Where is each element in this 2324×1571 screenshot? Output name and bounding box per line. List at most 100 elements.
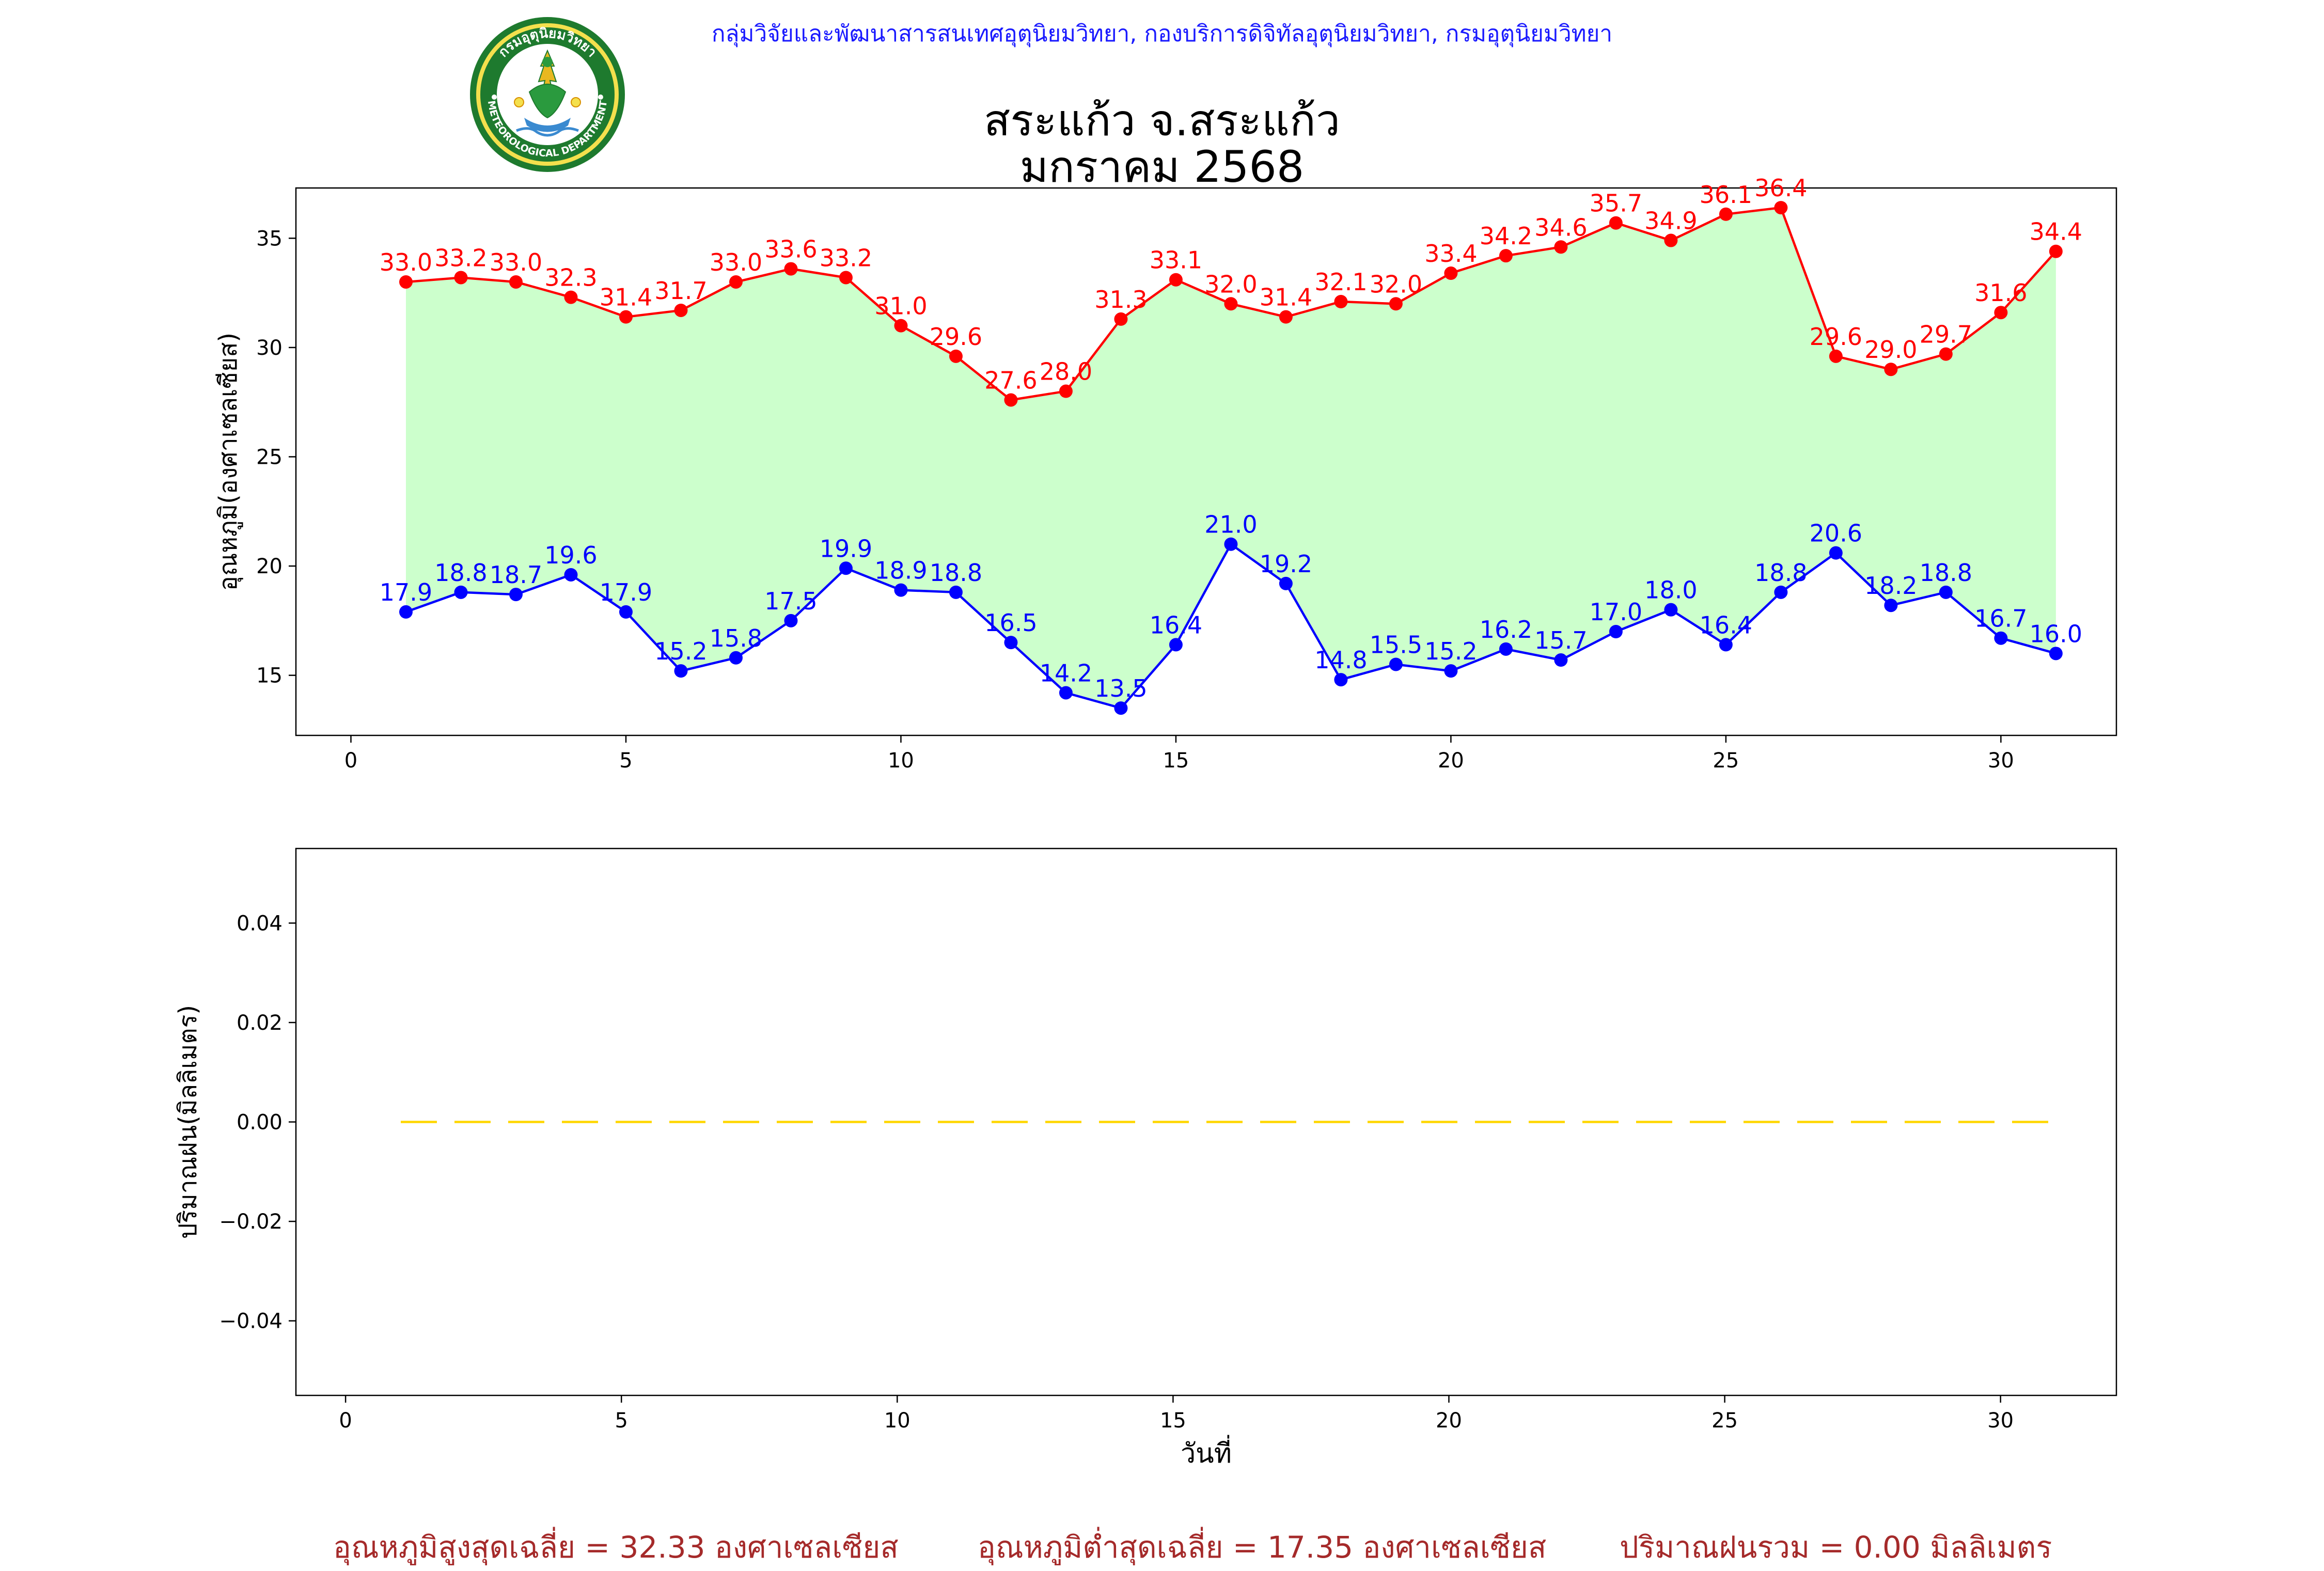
max-temperature-point [729, 275, 743, 289]
min-temperature-data-label: 20.6 [1810, 520, 1862, 547]
temperature-y-axis-label: อุณหภูมิ(องศาเซลเซียส) [214, 333, 243, 591]
min-temperature-data-label: 19.9 [820, 535, 872, 562]
min-temperature-data-label: 18.8 [434, 559, 487, 587]
max-temperature-data-label: 29.6 [1810, 323, 1862, 351]
min-temperature-point [454, 585, 468, 599]
max-temperature-point [1004, 393, 1018, 407]
min-temperature-point [509, 588, 523, 602]
x-tick-label: 0 [344, 749, 357, 773]
min-temperature-data-label: 21.0 [1204, 511, 1257, 539]
x-tick-label: 30 [1988, 749, 2014, 773]
max-temperature-point [949, 349, 963, 363]
max-temperature-point [1169, 273, 1183, 287]
max-temperature-point [1554, 240, 1568, 254]
min-temperature-point [1279, 576, 1293, 590]
min-temperature-point [1994, 631, 2008, 645]
min-temperature-data-label: 19.2 [1260, 550, 1312, 578]
max-temperature-data-label: 32.0 [1370, 270, 1422, 298]
min-temperature-data-label: 14.8 [1314, 646, 1367, 674]
min-temperature-point [674, 664, 688, 678]
max-temperature-point [1389, 297, 1403, 311]
min-temperature-data-label: 18.8 [1754, 559, 1807, 587]
max-temperature-point [399, 275, 413, 289]
max-temperature-point [1059, 384, 1073, 398]
y-tick-label: 20 [256, 555, 282, 578]
min-temperature-point [729, 651, 743, 665]
min-temperature-data-label: 14.2 [1040, 659, 1092, 687]
y-tick-label: 0.02 [237, 1011, 282, 1035]
max-temperature-data-label: 29.7 [1920, 321, 1972, 349]
x-tick-label: 10 [888, 749, 914, 773]
max-temperature-data-label: 33.4 [1424, 240, 1477, 268]
max-temperature-data-label: 31.4 [1260, 284, 1312, 311]
min-temperature-data-label: 15.2 [1424, 637, 1477, 665]
min-temperature-point [1224, 537, 1238, 551]
x-tick-label: 20 [1438, 749, 1464, 773]
max-temperature-point [1994, 306, 2008, 320]
min-temperature-data-label: 13.5 [1094, 674, 1147, 702]
min-temperature-data-label: 16.4 [1700, 611, 1752, 639]
min-temperature-data-label: 18.9 [874, 557, 927, 585]
y-tick-label: −0.04 [219, 1310, 282, 1333]
min-temperature-point [1059, 686, 1073, 700]
x-tick-label: 25 [1713, 749, 1739, 773]
max-temperature-data-label: 33.0 [490, 248, 542, 276]
min-temperature-point [894, 583, 908, 597]
max-temperature-data-label: 35.7 [1590, 190, 1642, 217]
max-temperature-point [674, 303, 688, 317]
x-tick-label: 25 [1711, 1409, 1738, 1433]
min-temperature-point [1884, 599, 1898, 612]
max-temperature-point [1774, 201, 1788, 215]
y-tick-label: 30 [256, 336, 282, 360]
rainfall-chart: 0 5 10 15 20 25 30 0.04 0.02 0.00 −0.02 −0.04 ปริมาณ… [174, 847, 2117, 1469]
y-tick-label: 15 [256, 664, 282, 688]
temperature-range-band [406, 208, 2056, 709]
min-temperature-point [1444, 664, 1458, 678]
min-temperature-point [1334, 673, 1348, 687]
min-temperature-data-label: 18.0 [1644, 576, 1697, 604]
meteorological-department-logo: กรมอุตุนิยมวิทยา METEOROLOGICAL DEPARTME… [470, 17, 625, 172]
min-temperature-point [1719, 638, 1733, 652]
min-temperature-point [1114, 701, 1128, 715]
min-temperature-point [1499, 642, 1513, 656]
max-temperature-data-label: 31.0 [874, 292, 927, 320]
max-temperature-point [619, 310, 633, 324]
x-tick-label: 20 [1436, 1409, 1462, 1433]
min-temperature-point [784, 614, 798, 627]
min-temperature-point [1004, 636, 1018, 650]
max-temperature-data-label: 29.0 [1864, 336, 1917, 364]
min-temperature-point [619, 605, 633, 619]
min-temperature-data-label: 18.8 [930, 559, 982, 587]
y-tick-label: −0.02 [219, 1210, 282, 1234]
max-temperature-data-label: 32.1 [1314, 268, 1367, 296]
max-temperature-data-label: 36.4 [1754, 174, 1807, 202]
y-tick-label: 0.04 [237, 912, 282, 935]
x-tick-label: 0 [339, 1409, 352, 1433]
avg-max-temperature: อุณหภูมิสูงสุดเฉลี่ย = 32.33 องศาเซลเซีย… [333, 1530, 899, 1565]
max-temperature-point [1334, 295, 1348, 309]
y-tick-label: 25 [256, 445, 282, 469]
x-tick-label: 5 [619, 749, 632, 773]
min-temperature-point [564, 568, 578, 582]
max-temperature-data-label: 33.6 [764, 235, 817, 263]
min-temperature-data-label: 16.2 [1480, 616, 1532, 643]
max-temperature-data-label: 33.2 [434, 244, 487, 272]
min-temperature-point [1774, 585, 1788, 599]
max-temperature-point [1224, 297, 1238, 311]
y-tick-label: 35 [256, 227, 282, 250]
min-temperature-point [1829, 546, 1843, 560]
avg-min-temperature: อุณหภูมิต่ำสุดเฉลี่ย = 17.35 องศาเซลเซีย… [978, 1530, 1547, 1565]
max-temperature-point [1664, 233, 1678, 247]
min-temperature-point [2049, 647, 2063, 661]
temperature-plot-frame [295, 187, 2117, 736]
x-tick-label: 30 [1987, 1409, 2014, 1433]
credit-line: กลุ่มวิจัยและพัฒนาสารสนเทศอุตุนิยมวิทยา,… [711, 21, 1613, 47]
max-temperature-data-label: 33.0 [710, 248, 762, 276]
rainfall-x-axis-label: วันที่ [1181, 1435, 1232, 1469]
min-temperature-data-label: 18.2 [1864, 572, 1917, 600]
min-temperature-data-label: 17.5 [764, 587, 817, 615]
max-temperature-data-label: 31.6 [1974, 279, 2027, 307]
min-temperature-data-label: 16.5 [984, 609, 1037, 637]
min-temperature-point [1389, 657, 1403, 671]
